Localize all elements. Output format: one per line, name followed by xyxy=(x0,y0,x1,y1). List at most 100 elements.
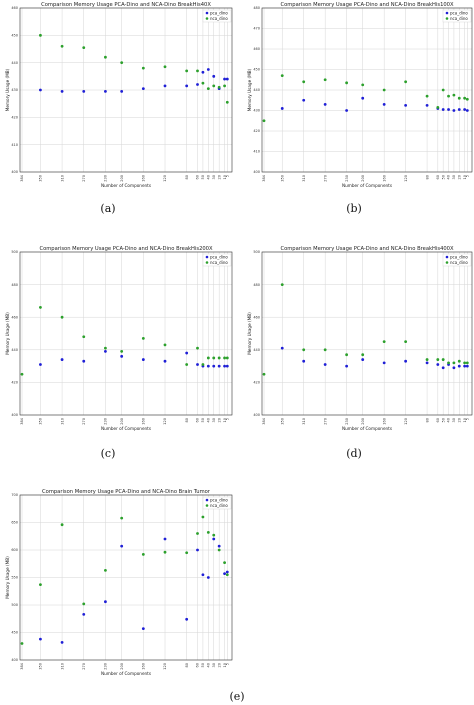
legend-entry: nca_dino xyxy=(210,503,228,508)
data-point-pca-dino xyxy=(163,359,167,363)
data-point-pca-dino xyxy=(82,359,86,363)
data-point-pca-dino xyxy=(280,107,284,110)
data-point-nca-dino xyxy=(404,80,408,84)
x-axis-label: Number of Components xyxy=(101,671,151,676)
data-point-pca-dino xyxy=(141,87,145,91)
data-point-nca-dino xyxy=(196,532,199,535)
x-tick-label: 40 xyxy=(207,418,211,422)
legend-marker xyxy=(205,498,209,502)
data-point-pca-dino xyxy=(345,364,349,368)
data-point-nca-dino xyxy=(441,358,445,361)
data-point-nca-dino xyxy=(436,358,440,361)
y-tick-label: 430 xyxy=(253,109,260,113)
data-point-pca-dino xyxy=(223,572,226,576)
legend-marker xyxy=(205,17,209,20)
data-point-nca-dino xyxy=(436,106,440,109)
y-tick-label: 500 xyxy=(11,250,18,254)
data-point-nca-dino xyxy=(185,363,189,366)
data-point-nca-dino xyxy=(361,353,365,357)
data-point-nca-dino xyxy=(39,33,42,37)
x-tick-label: 20 xyxy=(217,663,221,667)
data-point-pca-dino xyxy=(185,84,189,88)
x-tick-label: 350 xyxy=(39,418,43,425)
x-tick-label: 30 xyxy=(212,418,216,422)
data-point-pca-dino xyxy=(361,96,365,100)
data-point-pca-dino xyxy=(302,359,306,363)
data-point-nca-dino xyxy=(212,84,216,88)
data-point-nca-dino xyxy=(323,348,327,352)
x-tick-label: 230 xyxy=(345,418,349,425)
y-tick-label: 400 xyxy=(253,170,260,174)
data-point-nca-dino xyxy=(163,343,167,347)
data-point-nca-dino xyxy=(120,516,124,520)
x-tick-label: 230 xyxy=(104,175,108,182)
legend-box xyxy=(202,496,232,510)
data-point-nca-dino xyxy=(141,553,145,556)
data-point-pca-dino xyxy=(302,98,306,102)
plot-area xyxy=(20,252,232,415)
x-tick-label: 10 xyxy=(223,175,227,179)
data-point-nca-dino xyxy=(20,372,24,376)
x-tick-label: 270 xyxy=(323,175,327,182)
data-point-pca-dino xyxy=(60,89,64,93)
y-tick-label: 460 xyxy=(11,315,18,319)
y-tick-label: 440 xyxy=(253,348,260,352)
data-point-pca-dino xyxy=(201,573,205,577)
y-tick-label: 460 xyxy=(253,315,260,319)
x-tick-label: 5 xyxy=(225,418,229,420)
data-point-nca-dino xyxy=(404,340,408,344)
y-tick-label: 420 xyxy=(11,116,18,120)
data-point-nca-dino xyxy=(163,550,167,554)
x-tick-label: 310 xyxy=(60,663,64,670)
data-point-nca-dino xyxy=(345,353,349,357)
x-tick-label: 200 xyxy=(120,175,124,182)
x-tick-label: 384 xyxy=(262,174,266,181)
y-tick-label: 410 xyxy=(253,150,260,154)
data-point-nca-dino xyxy=(196,69,199,73)
y-tick-label: 410 xyxy=(11,143,18,147)
data-point-nca-dino xyxy=(201,515,205,519)
x-tick-label: 160 xyxy=(382,175,386,182)
data-point-nca-dino xyxy=(120,350,124,353)
legend-entry: pca_dino xyxy=(210,254,228,259)
plot-frame xyxy=(19,251,233,416)
plot-frame xyxy=(261,7,473,173)
x-tick-label: 50 xyxy=(201,663,205,667)
x-tick-label: 50 xyxy=(441,175,445,179)
y-tick-label: 400 xyxy=(11,170,18,174)
y-tick-label: 480 xyxy=(11,283,18,287)
data-point-pca-dino xyxy=(223,77,226,81)
data-point-nca-dino xyxy=(82,602,86,606)
data-point-nca-dino xyxy=(82,46,86,50)
x-tick-label: 10 xyxy=(223,418,227,422)
data-point-pca-dino xyxy=(280,346,284,350)
x-tick-label: 80 xyxy=(425,175,429,179)
data-point-pca-dino xyxy=(206,576,210,579)
data-point-pca-dino xyxy=(441,366,445,370)
x-tick-label: 40 xyxy=(207,175,211,179)
y-axis-label: Memory Usage (MB) xyxy=(5,556,10,599)
legend-entry: nca_dino xyxy=(450,260,468,265)
x-tick-label: 310 xyxy=(302,418,306,425)
x-tick-label: 310 xyxy=(60,175,64,182)
data-point-pca-dino xyxy=(201,70,205,74)
data-point-nca-dino xyxy=(302,348,306,352)
plot-frame xyxy=(261,251,473,416)
data-point-nca-dino xyxy=(465,97,469,101)
legend-marker xyxy=(205,504,209,507)
data-point-pca-dino xyxy=(141,627,145,631)
data-point-pca-dino xyxy=(225,570,229,574)
y-tick-label: 450 xyxy=(11,34,18,38)
plot-frame xyxy=(19,494,233,661)
data-point-pca-dino xyxy=(425,361,429,365)
data-point-pca-dino xyxy=(60,358,64,361)
chart-panel-c: 400 420 440 460 480 500 384 350 310 270 230 200 160 1… xyxy=(5,246,233,460)
data-point-nca-dino xyxy=(217,85,221,89)
legend-marker xyxy=(205,261,209,264)
y-axis-label: Memory Usage (MB) xyxy=(5,312,10,355)
figure-caption: (c) xyxy=(101,447,116,460)
figure-caption: (b) xyxy=(346,202,362,215)
x-tick-label: 200 xyxy=(120,663,124,670)
legend-box xyxy=(442,9,472,23)
